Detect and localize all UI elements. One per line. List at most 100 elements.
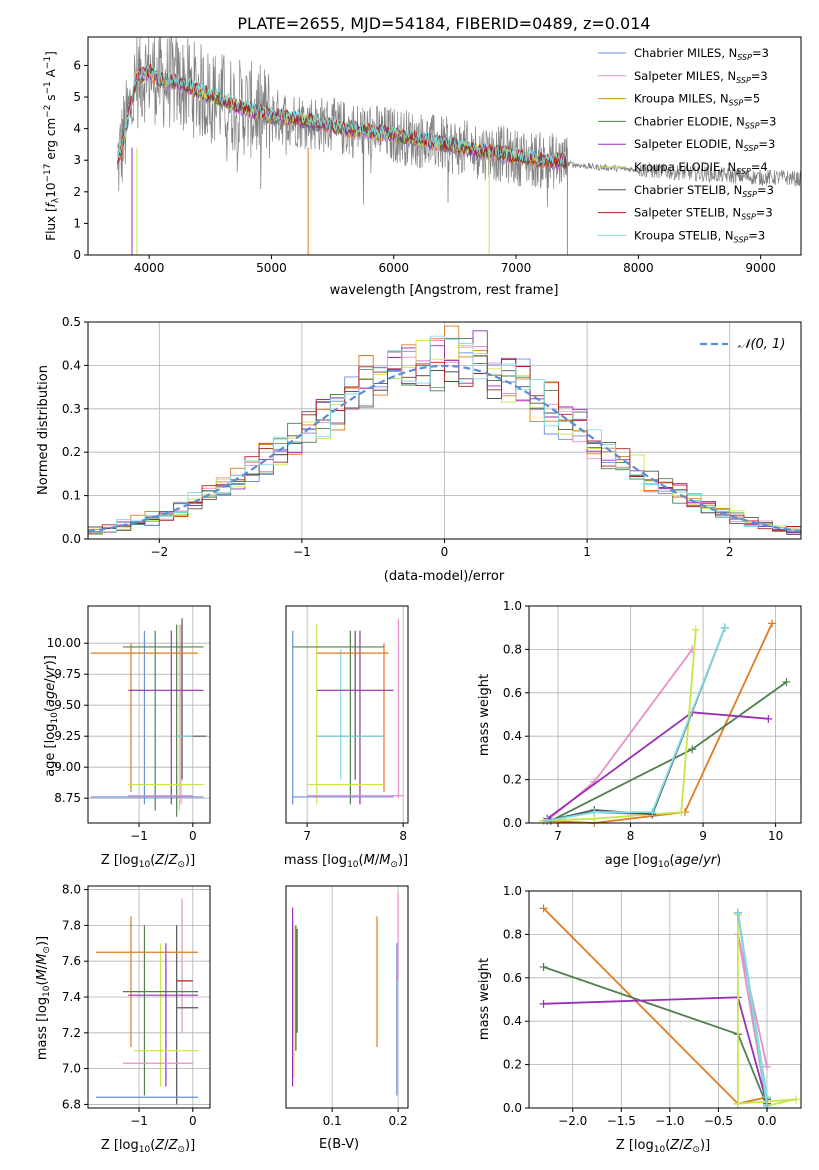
x-tick-label: 0 [441, 545, 449, 559]
axes-frame [285, 605, 409, 824]
zWeight-marker [539, 962, 548, 971]
histogram-series-8 [87, 359, 801, 539]
x-tick-label: −1 [130, 829, 148, 843]
axes-frame [528, 890, 802, 1109]
observed-spectrum-line [117, 36, 801, 208]
ageWeight-series-3 [543, 623, 773, 824]
y-tick-label: 9.00 [54, 760, 81, 774]
y-tick-label: 0.3 [62, 402, 81, 416]
ageWeight-marker [677, 808, 686, 817]
ageWeight-series-2 [546, 648, 693, 822]
age-weight-ylabel: mass weight [477, 674, 492, 756]
y-tick-label: 0.2 [503, 773, 522, 787]
x-tick-label: 0.2 [389, 1114, 408, 1128]
x-tick-label: 10 [768, 829, 783, 843]
spectrum-ylabel: Flux [fλ10−17 erg cm−2 s−1 A−1] [43, 51, 61, 241]
x-tick-label: 1 [583, 545, 591, 559]
y-tick-label: 0.2 [503, 1058, 522, 1072]
y-tick-label: 0.4 [62, 358, 81, 372]
x-tick-label: 9 [699, 829, 707, 843]
zWeight-series-4 [543, 966, 768, 1107]
x-tick-label: 5000 [256, 261, 287, 275]
zWeight-marker [539, 904, 548, 913]
model-spectrum-line-8 [117, 63, 568, 168]
massZ-ylabel: mass [log10(M/M⊙)] [35, 936, 52, 1060]
zWeight-series-5 [543, 996, 768, 1104]
x-tick-label: −0.5 [704, 1114, 733, 1128]
x-tick-label: 7 [554, 829, 562, 843]
age-vs-mass-weight-panel: 7 8 9 10 0.0 0.2 0.4 0.6 0.8 1.0 [503, 599, 802, 843]
legend-label-4: Chabrier ELODIE, NSSP=3 [634, 114, 776, 130]
ageWeight-marker [782, 677, 791, 686]
age-vs-metallicity-panel: −1 0 8.75 9.00 9.25 9.50 9.75 10.00 [47, 605, 211, 843]
y-tick-label: 10.00 [47, 636, 81, 650]
gaussian-curve [87, 364, 802, 533]
ageWeight-marker [764, 714, 773, 723]
y-tick-label: 4 [73, 122, 81, 136]
residual-histogram-panel: −2 −1 0 1 2 0.0 0.1 0.2 0.3 0.4 0.5 𝒩(0, 1) [62, 315, 802, 559]
histogram-series-9 [87, 335, 801, 539]
x-tick-label: −2.0 [558, 1114, 587, 1128]
spectrum-xlabel: wavelength [Angstrom, rest frame] [330, 283, 559, 298]
spectrum-panel: 4000 5000 6000 7000 8000 9000 0 1 2 3 4 5 6 Flux [fλ1… [43, 36, 802, 275]
legend-label-2: Salpeter MILES, NSSP=3 [634, 69, 768, 85]
y-tick-label: 1.0 [503, 884, 522, 898]
x-tick-label: 0.1 [323, 1114, 342, 1128]
ageWeight-marker [720, 623, 729, 632]
ebv-xlabel: E(B-V) [319, 1137, 359, 1152]
y-tick-label: 0.8 [503, 927, 522, 941]
x-tick-label: 6000 [378, 261, 409, 275]
ageWeight-series-8 [546, 627, 726, 822]
massZ-xlabel: Z [log10(Z/Z⊙)] [101, 1138, 195, 1155]
ageWeight-xlabel: age [log10(age/yr) [605, 853, 722, 870]
ageWeight-marker [691, 625, 700, 634]
x-tick-label: 2 [726, 545, 734, 559]
zWeight-xlabel: Z [log10(Z/Z⊙)] [616, 1138, 710, 1155]
y-tick-label: 0.0 [503, 816, 522, 830]
zWeight-marker [539, 999, 548, 1008]
zWeight-marker [763, 1062, 771, 1071]
legend-label-7: Chabrier STELIB, NSSP=3 [634, 183, 774, 199]
figure-title: PLATE=2655, MJD=54184, FIBERID=0489, z=0… [237, 14, 650, 33]
y-tick-label: 0.8 [503, 642, 522, 656]
y-tick-label: 1.0 [503, 599, 522, 613]
ageWeight-marker [648, 808, 657, 817]
y-tick-label: 3 [73, 153, 81, 167]
legend-label-gaussian: 𝒩(0, 1) [738, 337, 785, 352]
residual-ylabel: Normed distribution [36, 365, 51, 495]
y-tick-label: 9.50 [54, 698, 81, 712]
zWeight-marker [733, 908, 742, 917]
mass-vs-metallicity-panel: −1 0 6.8 7.0 7.2 7.4 7.6 7.8 8.0 [62, 883, 211, 1128]
x-tick-label: −1.0 [655, 1114, 684, 1128]
zWeight-marker [733, 1099, 742, 1108]
y-tick-label: 2 [73, 185, 81, 199]
y-tick-label: 8.75 [54, 791, 81, 805]
y-tick-label: 7.0 [62, 1062, 81, 1076]
y-tick-label: 0.2 [62, 445, 81, 459]
metallicity-vs-mass-weight-panel: −2.0 −1.5 −1.0 −0.5 0.0 0.0 0.2 0.4 0.6 0.8 1.0 [503, 884, 802, 1128]
x-tick-label: 7000 [501, 261, 532, 275]
y-tick-label: 0.0 [503, 1101, 522, 1115]
x-tick-label: 8000 [623, 261, 654, 275]
y-tick-label: 7.2 [62, 1026, 81, 1040]
y-tick-label: 5 [73, 90, 81, 104]
y-tick-label: 7.4 [62, 990, 81, 1004]
x-tick-label: 8 [399, 829, 407, 843]
y-tick-label: 9.25 [54, 729, 81, 743]
axes-frame [528, 605, 802, 824]
x-tick-label: 8 [627, 829, 635, 843]
axes-frame [87, 605, 211, 824]
y-tick-label: 0.1 [62, 489, 81, 503]
x-tick-label: −1 [293, 545, 311, 559]
y-tick-label: 6.8 [62, 1097, 81, 1111]
y-tick-label: 6 [73, 58, 81, 72]
x-tick-label: 0.0 [757, 1114, 776, 1128]
y-tick-label: 8.0 [62, 883, 81, 897]
y-tick-label: 7.6 [62, 954, 81, 968]
ageWeight-marker [767, 619, 776, 628]
x-tick-label: 4000 [134, 261, 165, 275]
zWeight-marker [792, 1095, 801, 1104]
residual-xlabel: (data-model)/error [384, 569, 505, 584]
